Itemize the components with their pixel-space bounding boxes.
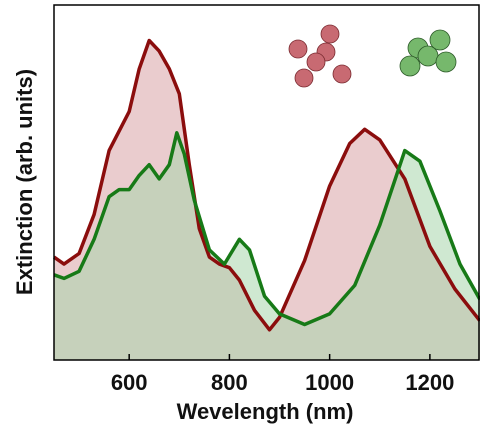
- line: [53, 131, 480, 327]
- x-tick-label: 800: [211, 370, 248, 395]
- green-particles: [399, 29, 457, 77]
- x-tick-label: 1200: [405, 370, 454, 395]
- line: [52, 38, 480, 332]
- x-tick-label: 1000: [305, 370, 354, 395]
- red-particles: [288, 24, 352, 88]
- plot-frame: [53, 4, 480, 361]
- x-tick-label: 600: [111, 370, 148, 395]
- x-axis-label: Wevelength (nm): [177, 399, 354, 424]
- y-axis-label: Extinction (arb. units): [12, 69, 37, 295]
- area-fill: [54, 132, 480, 360]
